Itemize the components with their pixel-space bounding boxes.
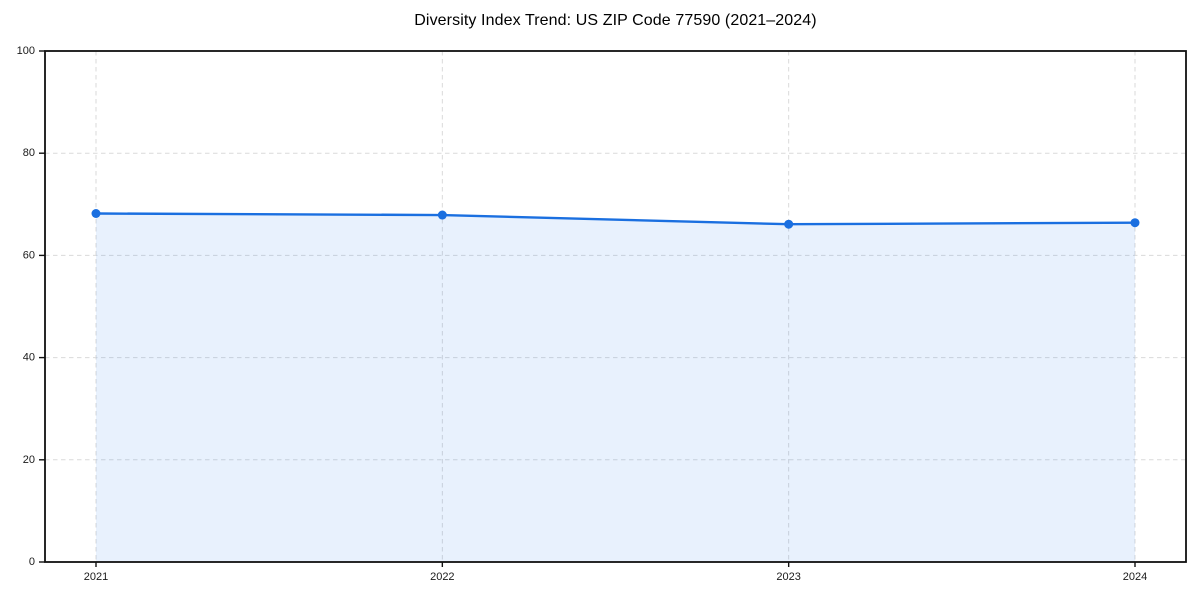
y-axis-tick-label: 0 bbox=[29, 556, 35, 568]
data-point bbox=[437, 210, 447, 220]
plot-border bbox=[44, 50, 1187, 563]
y-axis-tick-label: 40 bbox=[23, 352, 35, 364]
x-axis-tick-label: 2023 bbox=[776, 571, 800, 583]
x-axis-tick-label: 2022 bbox=[430, 571, 454, 583]
y-axis-tick-label: 100 bbox=[17, 45, 35, 57]
data-point bbox=[91, 208, 101, 218]
x-axis-tick-label: 2024 bbox=[1123, 571, 1147, 583]
y-axis-tick-label: 80 bbox=[23, 147, 35, 159]
y-axis-tick-label: 20 bbox=[23, 454, 35, 466]
area-fill bbox=[96, 213, 1135, 563]
trend-line bbox=[94, 212, 1137, 226]
y-axis-tick-label: 60 bbox=[23, 249, 35, 261]
chart-title: Diversity Index Trend: US ZIP Code 77590… bbox=[414, 12, 817, 29]
x-axis-tick-label: 2021 bbox=[84, 571, 108, 583]
data-point bbox=[784, 219, 794, 229]
data-point bbox=[1130, 218, 1140, 228]
